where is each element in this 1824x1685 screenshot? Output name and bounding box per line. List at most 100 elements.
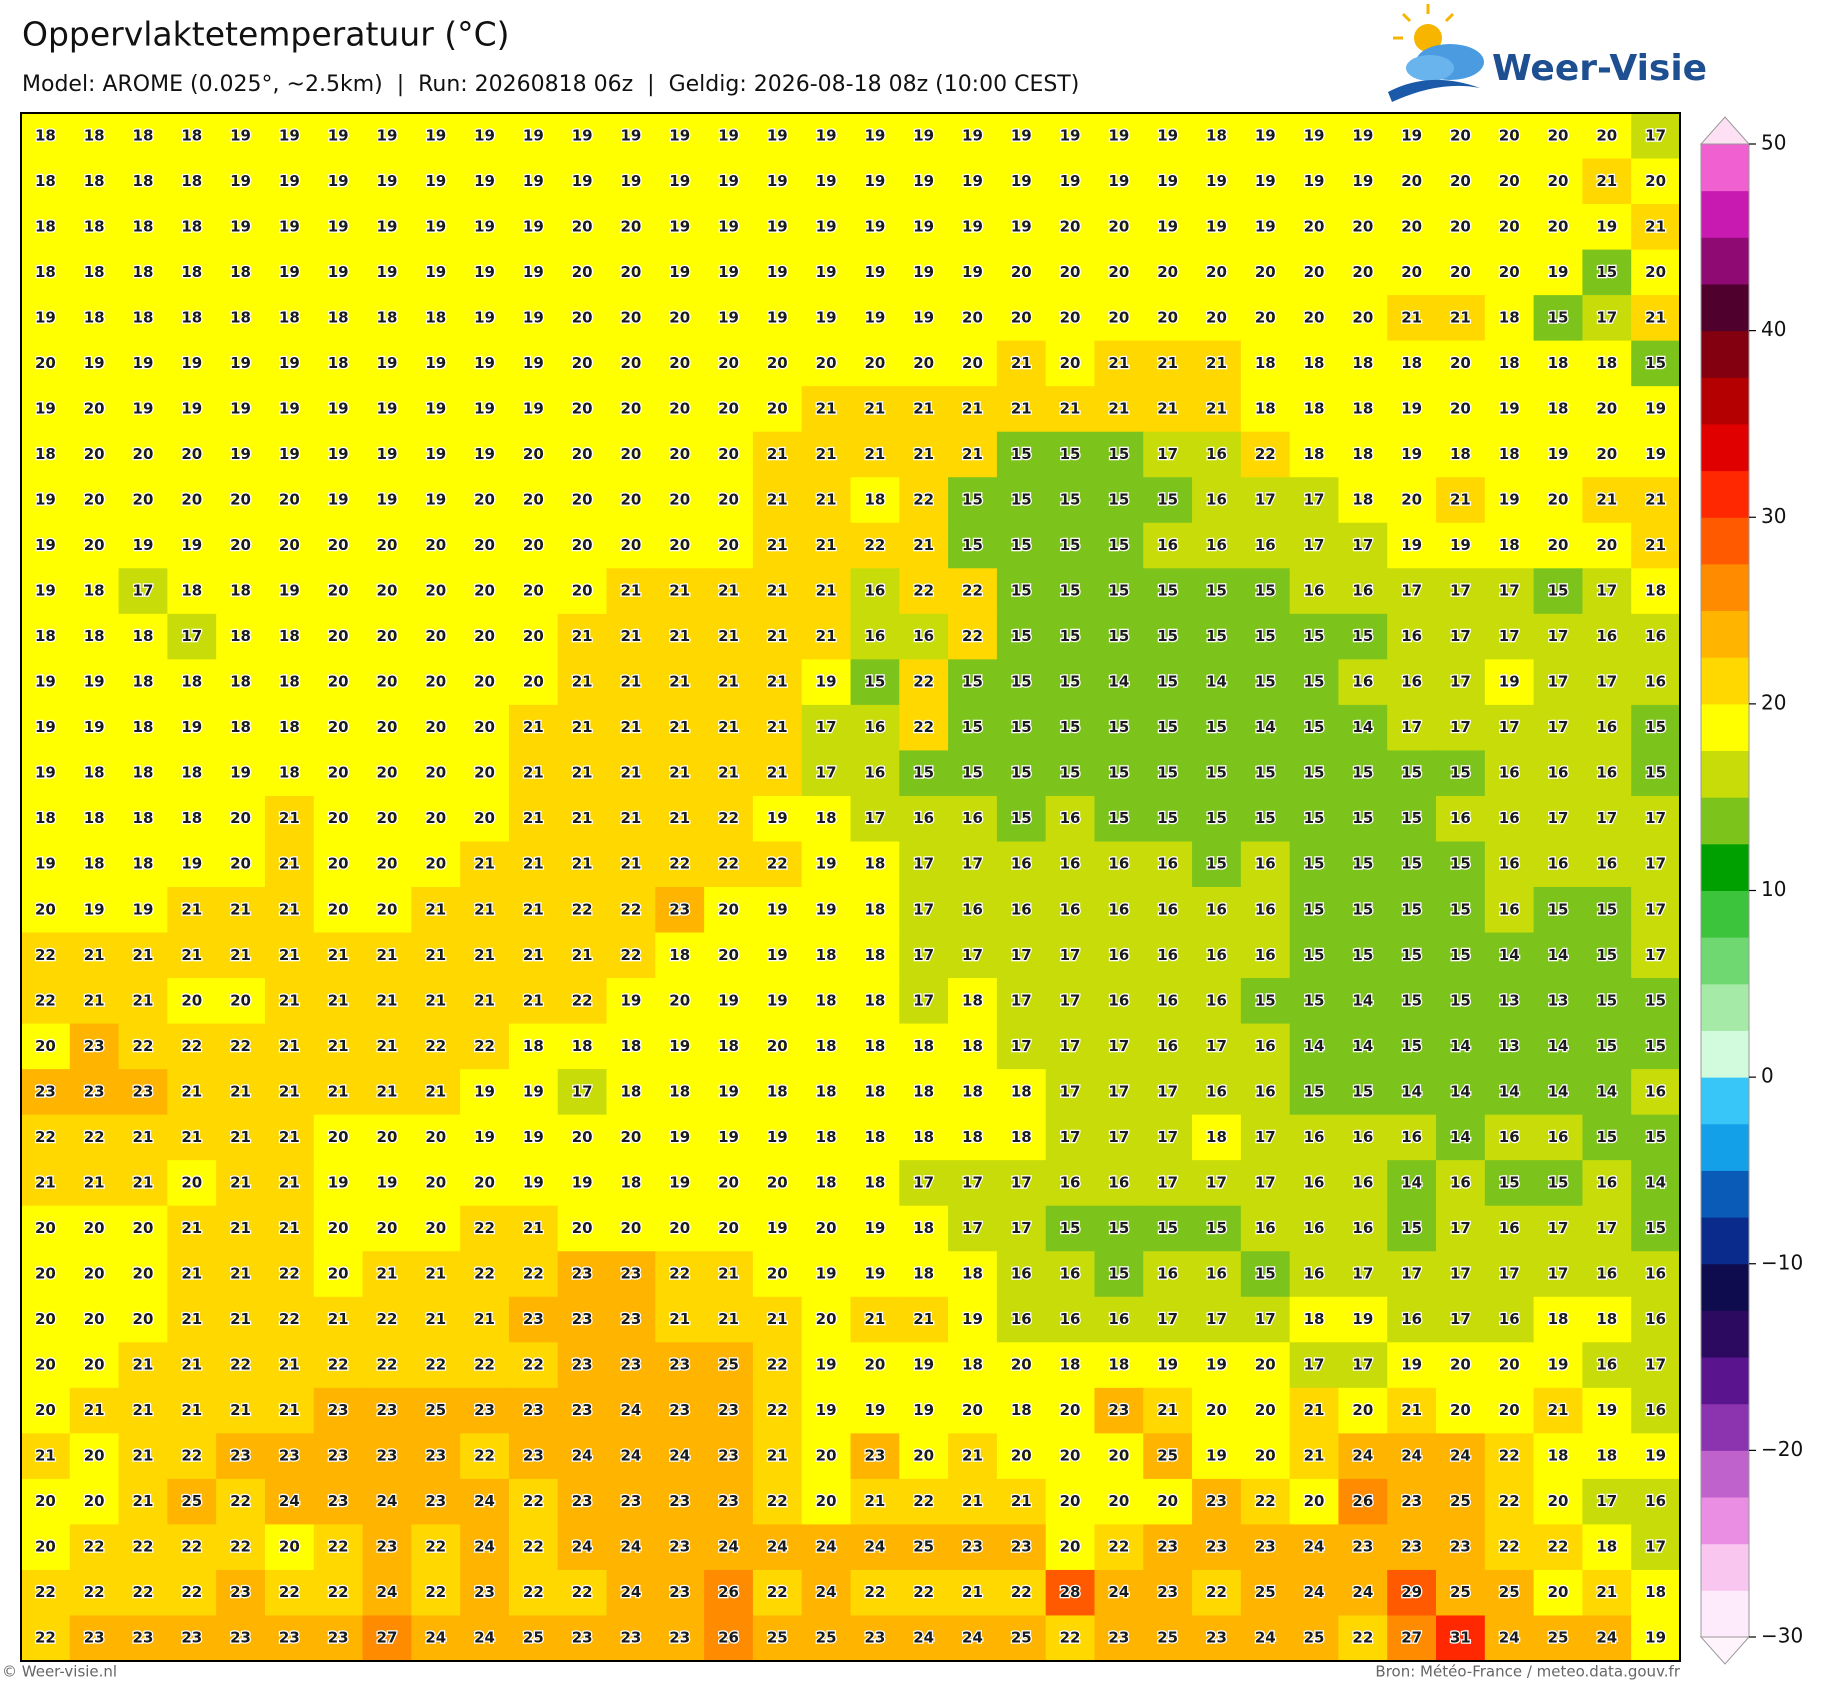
temperature-cell [1484,1160,1535,1207]
temperature-cell [460,659,510,706]
temperature-cell [752,249,803,296]
temperature-label: 27 [377,1629,398,1647]
temperature-label: 20 [377,1128,398,1146]
temperature-cell [411,932,461,979]
temperature-label: 19 [133,536,154,554]
temperature-cell [557,386,608,433]
temperature-label: 15 [1548,582,1569,600]
temperature-label: 21 [669,809,690,827]
temperature-label: 21 [230,1401,251,1419]
temperature-label: 19 [1060,172,1081,190]
temperature-label: 20 [377,627,398,645]
temperature-cell [1143,887,1193,934]
temperature-label: 19 [718,126,739,144]
logo-sun [1414,24,1442,52]
temperature-label: 21 [181,1401,202,1419]
temperature-label: 20 [84,536,105,554]
temperature-label: 15 [1108,582,1129,600]
temperature-label: 17 [913,900,934,918]
temperature-cell [557,613,608,660]
temperature-label: 17 [1011,991,1032,1009]
temperature-label: 16 [1157,900,1178,918]
temperature-label: 24 [669,1447,690,1465]
temperature-cell [1143,386,1193,433]
temperature-label: 20 [377,718,398,736]
temperature-cell [411,158,461,205]
temperature-cell [167,431,217,478]
temperature-label: 22 [913,1583,934,1601]
temperature-cell [557,295,608,342]
temperature-label: 16 [1206,1265,1227,1283]
temperature-label: 21 [133,1128,154,1146]
temperature-cell [948,1160,998,1207]
temperature-cell [996,613,1047,660]
temperature-label: 21 [425,946,446,964]
temperature-cell [264,1296,315,1343]
temperature-label: 20 [1157,308,1178,326]
temperature-label: 18 [230,627,251,645]
temperature-label: 18 [1304,399,1325,417]
temperature-cell [1289,204,1340,251]
temperature-label: 21 [230,1265,251,1283]
temperature-label: 16 [962,900,983,918]
temperature-label: 18 [181,582,202,600]
temperature-label: 22 [913,673,934,691]
temperature-cell [1484,113,1535,160]
temperature-label: 20 [181,445,202,463]
temperature-cell [1338,750,1388,797]
temperature-label: 14 [1645,1173,1666,1191]
temperature-label: 16 [1157,991,1178,1009]
temperature-cell [1240,386,1291,433]
temperature-cell [948,1069,998,1116]
temperature-label: 21 [572,855,593,873]
temperature-label: 15 [1401,764,1422,782]
temperature-label: 18 [767,1082,788,1100]
temperature-label: 17 [133,582,154,600]
temperature-label: 18 [816,991,837,1009]
temperature-label: 23 [572,1265,593,1283]
temperature-label: 20 [425,1173,446,1191]
temperature-cell [1338,932,1388,979]
temperature-cell [21,1387,71,1434]
temperature-cell [1631,795,1681,843]
temperature-cell [362,750,412,797]
temperature-cell [606,1251,656,1298]
temperature-label: 14 [1499,1082,1520,1100]
temperature-cell [996,386,1047,433]
temperature-cell [1289,568,1340,615]
temperature-label: 16 [1206,1082,1227,1100]
temperature-label: 17 [1060,991,1081,1009]
temperature-cell [1387,522,1437,569]
temperature-label: 16 [1157,1037,1178,1055]
temperature-cell [167,340,217,387]
temperature-cell [1387,477,1437,524]
temperature-cell [460,1114,510,1161]
temperature-label: 20 [767,354,788,372]
temperature-label: 19 [425,445,446,463]
temperature-cell [996,158,1047,205]
temperature-cell [1582,431,1632,478]
temperature-cell [411,1296,461,1343]
temperature-cell [1094,158,1144,205]
temperature-cell [118,204,168,251]
temperature-label: 21 [377,946,398,964]
temperature-cell [1436,158,1486,205]
temperature-cell [1436,477,1486,524]
temperature-cell [948,1387,998,1434]
temperature-cell [850,1069,900,1116]
temperature-cell [362,113,412,160]
temperature-cell [69,1023,120,1070]
temperature-label: 20 [718,900,739,918]
temperature-cell [1533,113,1584,160]
temperature-label: 15 [1645,1037,1666,1055]
temperature-cell [264,978,315,1025]
temperature-cell [1338,978,1388,1025]
temperature-cell [948,568,998,615]
temperature-cell [850,386,900,433]
temperature-cell [1192,704,1242,752]
temperature-label: 19 [1548,445,1569,463]
temperature-label: 22 [425,1583,446,1601]
temperature-label: 19 [181,354,202,372]
temperature-cell [557,522,608,569]
temperature-cell [1094,568,1144,615]
